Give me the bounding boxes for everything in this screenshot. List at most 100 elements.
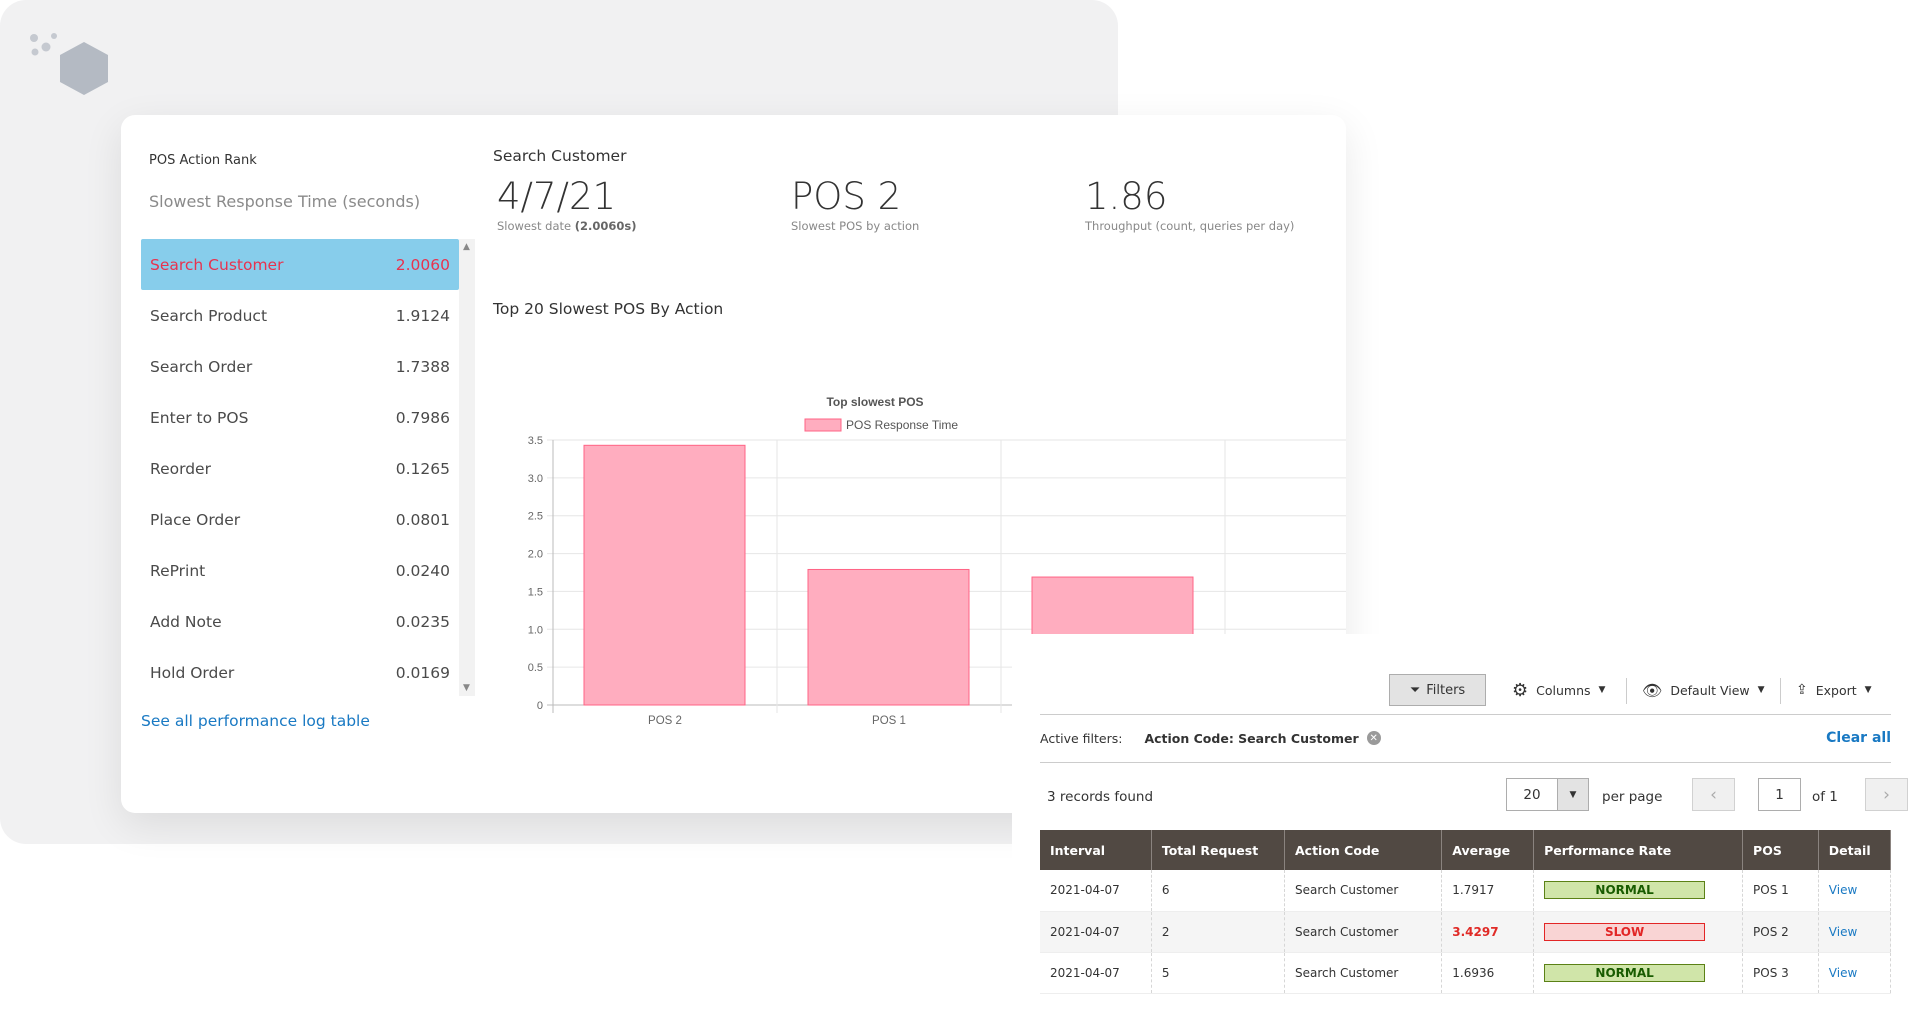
kpi-label: Slowest date (2.0060s) (497, 219, 637, 234)
table-row: 2021-04-07 6 Search Customer 1.7917 NORMAL PO… (1040, 870, 1892, 912)
column-header[interactable]: Total Request (1151, 830, 1286, 870)
pos-value: POS 1 (1753, 883, 1789, 898)
chevron-down-icon: ▼ (1864, 685, 1872, 695)
column-header[interactable]: Performance Rate (1533, 830, 1744, 870)
eye-icon: 👁 (1642, 680, 1663, 700)
filters-button[interactable]: ⏷ Filters (1389, 674, 1486, 706)
rate-value: NORMAL (1544, 881, 1706, 900)
active-filters-label: Active filters: (1040, 730, 1123, 746)
scroll-down-icon[interactable]: ▼ (463, 683, 470, 693)
rank-item-value: 2.0060 (395, 255, 450, 274)
rank-item-label: Add Note (150, 612, 222, 631)
summary-title: Search Customer (493, 147, 627, 165)
detail-value[interactable]: View (1828, 924, 1858, 939)
columns-label: Columns (1536, 682, 1591, 698)
action-value: Search Customer (1295, 965, 1399, 980)
action-value: Search Customer (1295, 924, 1399, 939)
brand-logo-icon (30, 33, 108, 95)
cell-interval: 2021-04-07 (1040, 911, 1152, 953)
rank-item-value: 0.0235 (395, 612, 450, 631)
rank-item[interactable]: Enter to POS 0.7986 (141, 392, 459, 443)
divider (1040, 762, 1891, 763)
kpi-value: 4/7/21 (497, 175, 617, 218)
total-value: 5 (1161, 965, 1170, 980)
remove-filter-icon[interactable]: ✕ (1366, 731, 1381, 745)
default-view-label: Default View (1670, 682, 1750, 698)
default-view-dropdown[interactable]: 👁 Default View ▼ (1642, 674, 1765, 706)
rank-item-label: Place Order (150, 510, 241, 529)
per-page-select[interactable]: 20 ▼ (1506, 778, 1589, 811)
cell-detail: View (1818, 952, 1892, 994)
rank-item[interactable]: Search Customer 2.0060 (141, 239, 459, 290)
chevron-down-icon: ▼ (1757, 685, 1765, 695)
rank-scrollbar[interactable]: ▲ ▼ (459, 239, 475, 696)
rank-item-value: 0.0801 (395, 510, 450, 529)
interval-value: 2021-04-07 (1050, 924, 1120, 939)
rank-subtitle: Slowest Response Time (seconds) (149, 192, 421, 211)
page-input[interactable]: 1 (1758, 778, 1801, 811)
rank-item[interactable]: Add Note 0.0235 (141, 596, 459, 647)
export-label: Export (1815, 682, 1857, 698)
average-value: 3.4297 (1452, 924, 1499, 939)
clear-all-link[interactable]: Clear all (1826, 730, 1891, 746)
scroll-up-icon[interactable]: ▲ (463, 242, 470, 252)
rank-item-value: 0.7986 (395, 408, 450, 427)
rank-item-label: Hold Order (150, 663, 235, 682)
y-tick-label: 2.5 (528, 511, 543, 523)
divider (1626, 678, 1627, 704)
kpi-label: Throughput (count, queries per day) (1085, 219, 1295, 234)
y-tick-label: 0.5 (528, 662, 543, 674)
kpi-slowest-pos: POS 2 Slowest POS by action (791, 175, 919, 233)
rank-item-label: Reorder (150, 459, 211, 478)
chart-section-title: Top 20 Slowest POS By Action (493, 300, 724, 318)
detail-value[interactable]: View (1828, 883, 1858, 898)
dashboard-card: POS Action Rank Slowest Response Time (s… (121, 115, 1346, 813)
page-count: of 1 (1812, 789, 1838, 805)
rank-item-value: 1.7388 (395, 357, 450, 376)
next-page-button[interactable]: › (1865, 778, 1908, 811)
rank-item[interactable]: RePrint 0.0240 (141, 545, 459, 596)
rank-item[interactable]: Hold Order 0.0169 (141, 647, 459, 698)
cell-rate: SLOW (1533, 911, 1744, 953)
cell-interval: 2021-04-07 (1040, 952, 1152, 994)
rank-item[interactable]: Reorder 0.1265 (141, 443, 459, 494)
chevron-left-icon: ‹ (1710, 784, 1717, 805)
kpi-label: Slowest POS by action (791, 219, 920, 234)
see-all-link[interactable]: See all performance log table (141, 712, 370, 730)
cell-rate: NORMAL (1533, 952, 1744, 994)
cell-average: 1.7917 (1441, 870, 1535, 912)
export-icon: ⇪ (1796, 682, 1808, 698)
cell-pos: POS 1 (1742, 870, 1819, 912)
columns-dropdown[interactable]: ⚙ Columns ▼ (1512, 674, 1605, 706)
column-header[interactable]: POS (1742, 830, 1819, 870)
rank-item[interactable]: Search Order 1.7388 (141, 341, 459, 392)
column-header[interactable]: Detail (1818, 830, 1892, 870)
column-header[interactable]: Interval (1040, 830, 1152, 870)
prev-page-button[interactable]: ‹ (1692, 778, 1735, 811)
chevron-down-icon[interactable]: ▼ (1557, 779, 1588, 810)
divider (1040, 714, 1891, 715)
rank-item-label: Search Product (150, 306, 268, 325)
kpi-throughput: 1.86 Throughput (count, queries per day) (1085, 175, 1294, 233)
chart-title: Top slowest POS (826, 395, 923, 409)
total-value: 2 (1161, 924, 1170, 939)
cell-detail: View (1818, 911, 1892, 953)
active-filter-text: Action Code: Search Customer (1144, 730, 1359, 746)
rank-item[interactable]: Place Order 0.0801 (141, 494, 459, 545)
detail-value[interactable]: View (1828, 965, 1858, 980)
y-tick-label: 3.5 (528, 435, 543, 447)
cell-detail: View (1818, 870, 1892, 912)
rank-item[interactable]: Search Product 1.9124 (141, 290, 459, 341)
cell-total: 2 (1151, 911, 1286, 953)
column-header[interactable]: Action Code (1284, 830, 1443, 870)
column-header[interactable]: Average (1441, 830, 1535, 870)
rank-item-value: 0.1265 (395, 459, 450, 478)
y-tick-label: 1.5 (528, 586, 543, 598)
export-dropdown[interactable]: ⇪ Export ▼ (1796, 674, 1872, 706)
cell-rate: NORMAL (1533, 870, 1744, 912)
table-row: 2021-04-07 2 Search Customer 3.4297 SLOW POS … (1040, 911, 1892, 953)
cell-average: 1.6936 (1441, 952, 1535, 994)
rank-item-label: Search Customer (150, 255, 284, 274)
gear-icon: ⚙ (1512, 679, 1529, 701)
rank-item-value: 1.9124 (395, 306, 450, 325)
